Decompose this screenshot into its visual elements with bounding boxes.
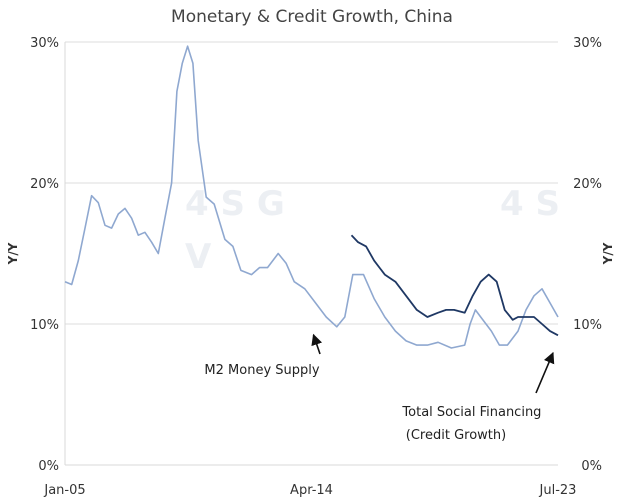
annotation-m2-line-1: M2 Money Supply xyxy=(204,363,319,378)
series-line-tsf xyxy=(350,234,559,337)
y-axis-label-right: Y/Y xyxy=(601,242,615,265)
x-tick-label: Jul-23 xyxy=(539,483,577,498)
svg-text:V: V xyxy=(185,237,212,277)
y-tick-label-left: 30% xyxy=(30,36,59,51)
y-axis-label-left: Y/Y xyxy=(6,242,20,265)
chart-title: Monetary & Credit Growth, China xyxy=(171,7,453,27)
y-tick-label-right: 20% xyxy=(573,177,602,192)
x-tick-label: Jan-05 xyxy=(43,483,85,498)
y-tick-label-left: 20% xyxy=(30,177,59,192)
y-tick-label-right: 0% xyxy=(581,459,602,474)
annotation-tsf: Total Social Financing (Credit Growth) xyxy=(401,405,545,443)
y-tick-labels-left: 0% 10% 20% 30% xyxy=(30,36,59,474)
y-tick-label-right: 30% xyxy=(573,36,602,51)
gridlines xyxy=(65,41,558,325)
annotation-tsf-line-1: Total Social Financing xyxy=(401,405,541,420)
annotation-tsf-arrow xyxy=(535,351,555,394)
y-tick-labels-right: 0% 10% 20% 30% xyxy=(573,36,602,474)
annotation-m2: M2 Money Supply xyxy=(204,363,319,378)
y-tick-label-left: 0% xyxy=(38,459,59,474)
x-tick-label: Apr-14 xyxy=(290,483,333,498)
annotation-m2-arrow xyxy=(311,333,323,355)
svg-text:4 S: 4 S xyxy=(500,184,560,224)
x-tick-labels: Jan-05 Apr-14 Jul-23 xyxy=(43,483,576,498)
y-tick-label-right: 10% xyxy=(573,318,602,333)
series-line-m2 xyxy=(64,45,559,349)
annotation-tsf-line-2: (Credit Growth) xyxy=(406,428,506,443)
y-tick-label-left: 10% xyxy=(30,318,59,333)
series-layer xyxy=(64,45,559,349)
watermark: 4 S G V 4 S xyxy=(185,184,560,277)
svg-text:4 S G: 4 S G xyxy=(185,184,285,224)
